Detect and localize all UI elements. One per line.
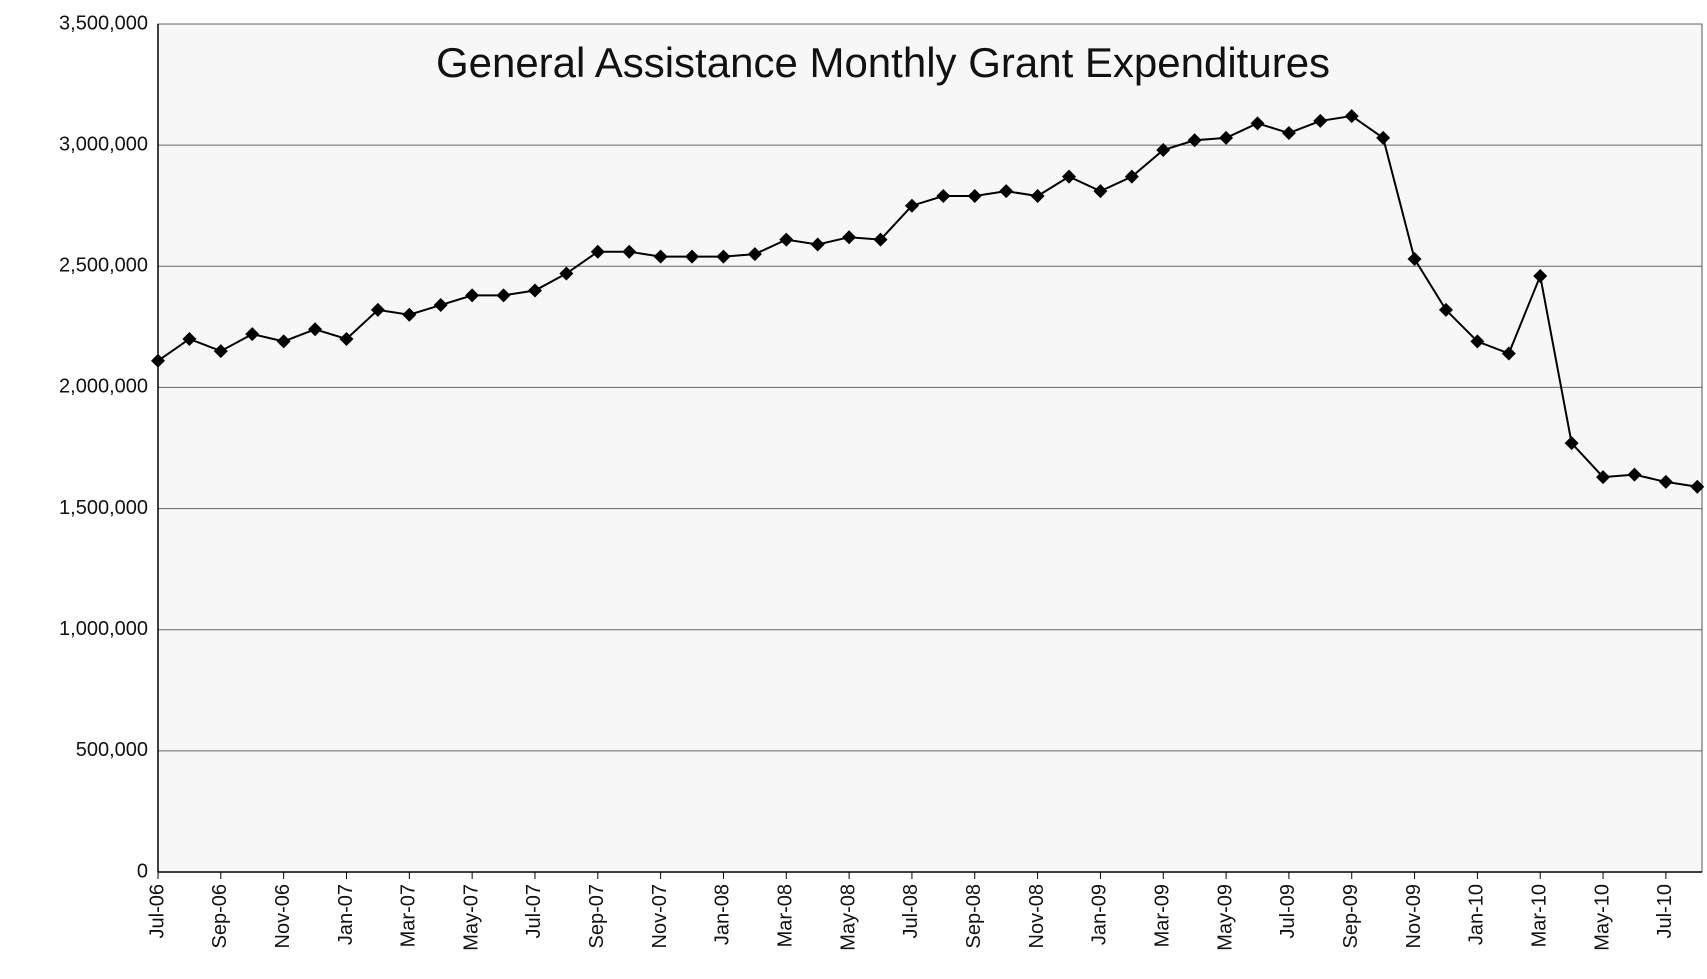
x-tick-label: Sep-09 — [1340, 884, 1362, 949]
marker — [936, 189, 951, 204]
x-tick-label: May-08 — [837, 884, 859, 951]
x-tick-label: May-09 — [1214, 884, 1236, 951]
x-tick-label: Sep-07 — [586, 884, 608, 949]
marker — [1690, 479, 1705, 494]
chart-title: General Assistance Monthly Grant Expendi… — [436, 39, 1330, 86]
marker — [1376, 130, 1391, 145]
marker — [1281, 126, 1296, 141]
x-tick-label: May-07 — [460, 884, 482, 951]
x-tick-label: Mar-10 — [1528, 884, 1550, 947]
x-tick-label: Sep-08 — [963, 884, 985, 949]
y-tick-label: 3,000,000 — [59, 133, 148, 155]
y-tick-label: 2,000,000 — [59, 376, 148, 398]
marker — [465, 288, 480, 303]
marker — [999, 184, 1014, 199]
marker — [747, 247, 762, 262]
y-tick-label: 1,000,000 — [59, 618, 148, 640]
marker — [967, 189, 982, 204]
x-tick-label: Mar-07 — [398, 884, 420, 947]
x-tick-label: Jul-09 — [1277, 884, 1299, 938]
x-tick-label: May-10 — [1591, 884, 1613, 951]
marker — [1501, 346, 1516, 361]
x-tick-label: Jul-07 — [523, 884, 545, 938]
x-tick-label: Mar-09 — [1152, 884, 1174, 947]
marker — [370, 302, 385, 317]
marker — [1093, 184, 1108, 199]
plot-area — [157, 23, 1703, 873]
x-tick-label: Nov-08 — [1026, 884, 1048, 948]
marker — [1344, 109, 1359, 124]
marker — [1313, 113, 1328, 128]
x-tick-label: Nov-07 — [649, 884, 671, 948]
x-tick-label: Jan-10 — [1466, 884, 1488, 945]
marker — [1156, 142, 1171, 157]
marker — [213, 344, 228, 359]
marker — [904, 198, 919, 213]
marker — [873, 232, 888, 247]
marker — [716, 249, 731, 264]
marker — [1596, 470, 1611, 485]
marker — [496, 288, 511, 303]
marker — [1407, 252, 1422, 267]
marker — [339, 331, 354, 346]
x-tick-label: Jul-10 — [1654, 884, 1676, 938]
marker — [590, 244, 605, 259]
marker — [685, 249, 700, 264]
x-tick-label: Jul-06 — [146, 884, 168, 938]
marker — [182, 331, 197, 346]
x-tick-label: Jan-07 — [335, 884, 357, 945]
marker — [653, 249, 668, 264]
y-tick-label: 500,000 — [76, 739, 148, 761]
marker — [779, 232, 794, 247]
x-tick-label: Nov-09 — [1403, 884, 1425, 948]
marker — [1470, 334, 1485, 349]
marker — [1250, 116, 1265, 131]
marker — [402, 307, 417, 322]
marker — [1627, 467, 1642, 482]
marker — [276, 334, 291, 349]
x-tick-label: Sep-06 — [209, 884, 231, 949]
marker — [1062, 169, 1077, 184]
marker — [1187, 133, 1202, 148]
marker — [1030, 189, 1045, 204]
x-tick-label: Jan-08 — [712, 884, 734, 945]
y-tick-label: 1,500,000 — [59, 497, 148, 519]
marker — [559, 266, 574, 281]
x-tick-label: Nov-06 — [272, 884, 294, 948]
y-tick-label: 2,500,000 — [59, 255, 148, 277]
marker — [151, 353, 165, 368]
marker — [1658, 474, 1673, 489]
marker — [1124, 169, 1139, 184]
x-tick-label: Mar-08 — [775, 884, 797, 947]
marker — [842, 230, 857, 245]
marker — [433, 298, 448, 313]
marker — [1438, 302, 1453, 317]
marker — [1219, 130, 1234, 145]
marker — [245, 327, 260, 342]
x-tick-label: Jan-09 — [1089, 884, 1111, 945]
marker — [1533, 268, 1548, 283]
marker — [308, 322, 323, 337]
marker — [622, 244, 637, 259]
y-tick-label: 3,500,000 — [59, 12, 148, 34]
marker — [810, 237, 825, 252]
marker — [1564, 436, 1579, 451]
marker — [527, 283, 542, 298]
y-tick-label: 0 — [137, 860, 148, 882]
x-tick-label: Jul-08 — [900, 884, 922, 938]
